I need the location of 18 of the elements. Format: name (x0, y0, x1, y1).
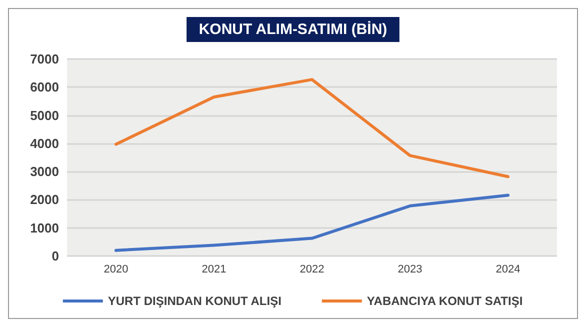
y-tick-label: 0 (52, 248, 59, 264)
chart-title: KONUT ALIM-SATIMI (BİN) (198, 21, 388, 38)
line-series (114, 194, 510, 252)
y-tick-label: 7000 (30, 52, 59, 66)
y-tick-label: 2000 (30, 192, 59, 208)
y-tick-label: 1000 (30, 220, 59, 236)
x-tick-label: 2023 (398, 264, 422, 276)
line-series (114, 78, 510, 178)
y-tick-label: 3000 (30, 164, 59, 180)
y-tick-label: 6000 (30, 80, 59, 95)
y-tick-label: 5000 (30, 108, 59, 123)
x-tick-label: 2020 (104, 264, 128, 276)
legend-label: YURT DIŞINDAN KONUT ALIŞI (108, 294, 282, 308)
y-tick-label: 4000 (30, 136, 59, 151)
legend-label: YABANCIYA KONUT SATIŞI (366, 294, 523, 308)
x-tick-label: 2022 (300, 264, 324, 276)
x-tick-label: 2024 (496, 264, 520, 276)
x-tick-label: 2021 (202, 264, 226, 276)
